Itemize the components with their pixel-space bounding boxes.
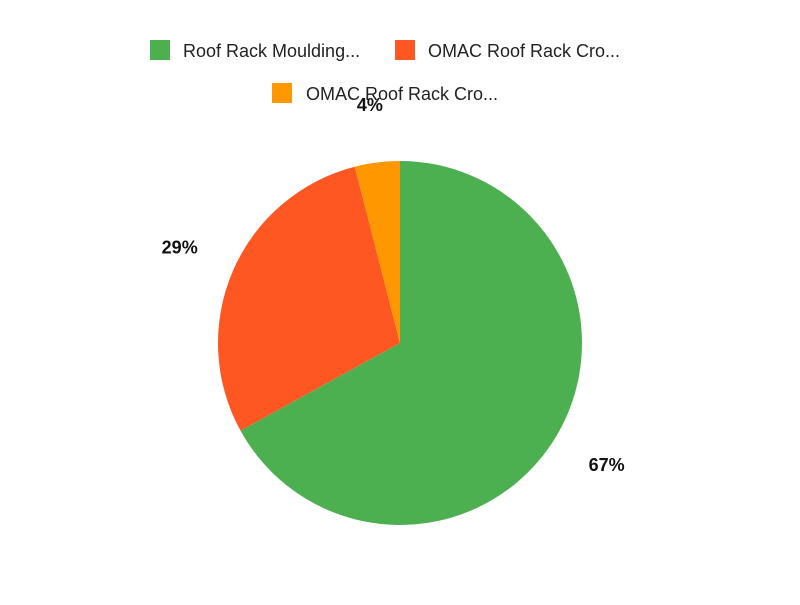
- pie-slices: [218, 161, 582, 525]
- legend-swatch-roof-rack-moulding: [150, 40, 170, 60]
- pie-slice-roof-rack-moulding[interactable]: [240, 161, 582, 525]
- chart-legend: Roof Rack Moulding... OMAC Roof Rack Cro…: [150, 40, 620, 104]
- legend-item-roof-rack-moulding[interactable]: Roof Rack Moulding...: [150, 40, 360, 61]
- pie-slice-omac-roof-rack-2[interactable]: [354, 161, 400, 343]
- slice-label-roof-rack-moulding: 67%: [589, 455, 625, 475]
- pie-slice-labels: 67% 29% 4%: [162, 95, 625, 475]
- pie-slice-omac-roof-rack-1[interactable]: [218, 166, 400, 431]
- legend-item-omac-roof-rack-1[interactable]: OMAC Roof Rack Cro...: [395, 40, 620, 61]
- slice-label-omac-roof-rack-1: 29%: [162, 238, 198, 258]
- legend-label-omac-roof-rack-1: OMAC Roof Rack Cro...: [428, 41, 620, 61]
- legend-item-omac-roof-rack-2[interactable]: OMAC Roof Rack Cro...: [272, 83, 498, 104]
- legend-label-roof-rack-moulding: Roof Rack Moulding...: [183, 41, 360, 61]
- legend-swatch-omac-roof-rack-2: [272, 83, 292, 103]
- slice-label-omac-roof-rack-2: 4%: [357, 95, 383, 115]
- legend-label-omac-roof-rack-2: OMAC Roof Rack Cro...: [306, 84, 498, 104]
- legend-swatch-omac-roof-rack-1: [395, 40, 415, 60]
